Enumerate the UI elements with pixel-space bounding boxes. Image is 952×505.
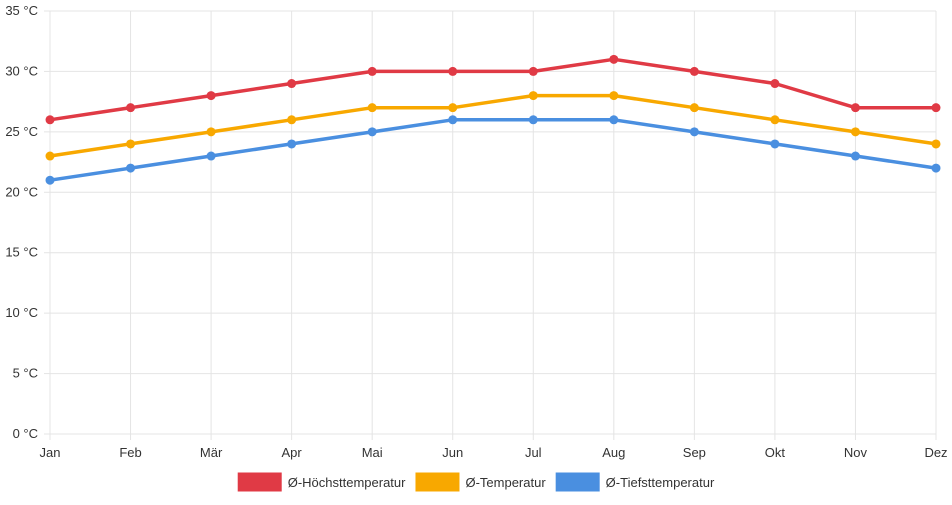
series-line xyxy=(48,57,938,122)
legend-swatch xyxy=(555,472,600,492)
x-tick-label: Aug xyxy=(602,445,625,460)
grid-layer xyxy=(44,10,937,440)
data-point[interactable] xyxy=(689,127,699,137)
series-layer xyxy=(45,54,941,185)
x-tick-label: Jun xyxy=(442,445,463,460)
x-tick-label: Apr xyxy=(282,445,303,460)
y-tick-label: 20 °C xyxy=(5,184,38,199)
data-point[interactable] xyxy=(448,66,458,76)
data-point[interactable] xyxy=(367,66,377,76)
series-line xyxy=(48,118,938,182)
data-point[interactable] xyxy=(931,163,941,173)
x-tick-label: Jul xyxy=(525,445,542,460)
series-line xyxy=(48,93,938,158)
y-tick-label: 15 °C xyxy=(5,245,38,260)
data-point[interactable] xyxy=(206,127,216,137)
data-point[interactable] xyxy=(528,66,538,76)
data-point[interactable] xyxy=(45,115,55,125)
data-point[interactable] xyxy=(689,66,699,76)
data-point[interactable] xyxy=(609,54,619,64)
legend-label: Ø-Temperatur xyxy=(465,475,546,490)
data-point[interactable] xyxy=(528,91,538,101)
data-point[interactable] xyxy=(770,115,780,125)
data-point[interactable] xyxy=(448,115,458,125)
legend-swatch xyxy=(237,472,282,492)
x-tick-label: Okt xyxy=(765,445,786,460)
data-point[interactable] xyxy=(45,151,55,161)
data-point[interactable] xyxy=(528,115,538,125)
legend-item[interactable]: Ø-Temperatur xyxy=(415,472,546,492)
axis-layer: 0 °C 5 °C 10 °C 15 °C 20 °C 25 °C 30 °C 35 °C Ja… xyxy=(5,3,947,460)
legend-item[interactable]: Ø-Tiefsttemperatur xyxy=(555,472,715,492)
data-point[interactable] xyxy=(367,127,377,137)
x-tick-label: Sep xyxy=(683,445,706,460)
legend-label: Ø-Tiefsttemperatur xyxy=(606,475,715,490)
data-point[interactable] xyxy=(287,115,297,125)
data-point[interactable] xyxy=(45,175,55,185)
data-point[interactable] xyxy=(770,79,780,89)
data-point[interactable] xyxy=(126,139,136,149)
data-point[interactable] xyxy=(850,127,860,137)
data-point[interactable] xyxy=(931,103,941,113)
y-tick-label: 25 °C xyxy=(5,124,38,139)
y-tick-label: 35 °C xyxy=(5,3,38,18)
x-tick-label: Dez xyxy=(924,445,947,460)
data-point[interactable] xyxy=(126,163,136,173)
y-tick-label: 0 °C xyxy=(13,426,38,441)
x-tick-label: Mär xyxy=(200,445,223,460)
data-point[interactable] xyxy=(770,139,780,149)
legend-item[interactable]: Ø-Höchsttemperatur xyxy=(237,472,406,492)
data-point[interactable] xyxy=(931,139,941,149)
data-point[interactable] xyxy=(206,151,216,161)
data-point[interactable] xyxy=(126,103,136,113)
x-tick-label: Nov xyxy=(844,445,868,460)
y-tick-label: 30 °C xyxy=(5,63,38,78)
x-tick-label: Feb xyxy=(119,445,141,460)
y-tick-label: 10 °C xyxy=(5,305,38,320)
x-tick-label: Jan xyxy=(40,445,61,460)
data-point[interactable] xyxy=(609,91,619,101)
data-point[interactable] xyxy=(689,103,699,113)
data-point[interactable] xyxy=(609,115,619,125)
data-point[interactable] xyxy=(448,103,458,113)
data-point[interactable] xyxy=(367,103,377,113)
data-point[interactable] xyxy=(850,103,860,113)
legend[interactable]: Ø-Höchsttemperatur Ø-Temperatur Ø-Tiefstte… xyxy=(237,472,715,492)
data-point[interactable] xyxy=(206,91,216,101)
data-point[interactable] xyxy=(850,151,860,161)
legend-swatch xyxy=(415,472,460,492)
x-tick-label: Mai xyxy=(362,445,383,460)
y-tick-label: 5 °C xyxy=(13,366,38,381)
data-point[interactable] xyxy=(287,139,297,149)
data-point[interactable] xyxy=(287,79,297,89)
legend-label: Ø-Höchsttemperatur xyxy=(288,475,406,490)
